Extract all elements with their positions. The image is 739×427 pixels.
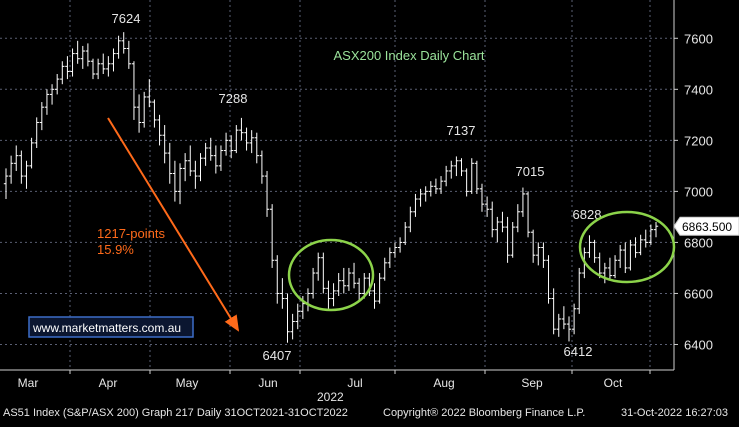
x-tick-label: Mar (18, 376, 39, 390)
x-tick-label: May (176, 376, 199, 390)
x-tick-label: Sep (521, 376, 543, 390)
consolidation-ellipse-oct (578, 210, 676, 284)
x-tick-label: Aug (433, 376, 454, 390)
website-label: www.marketmatters.com.au (32, 321, 181, 335)
x-tick-label: Jul (347, 376, 362, 390)
trough-label: 6407 (263, 348, 292, 363)
peak-label: 7288 (219, 91, 248, 106)
website-box (28, 316, 194, 338)
x-tick-label: Oct (604, 376, 623, 390)
peak-label: 7015 (516, 164, 545, 179)
peak-label: 7624 (112, 11, 141, 26)
decline-points-label: 1217-points (97, 226, 165, 241)
last-price-label: 6863.500 (682, 220, 732, 234)
x-tick-label: Apr (99, 376, 118, 390)
x-tick-label: Jun (258, 376, 277, 390)
peak-label: 7137 (447, 123, 476, 138)
y-tick-label: 6800 (684, 235, 713, 250)
y-tick-label: 6600 (684, 286, 713, 301)
x-year-label: 2022 (317, 390, 344, 404)
footer-copyright: Copyright® 2022 Bloomberg Finance L.P. (383, 407, 586, 419)
last-price-tag (673, 216, 739, 236)
footer-series-info: AS51 Index (S&P/ASX 200) Graph 217 Daily… (3, 407, 348, 419)
y-tick-label: 7400 (684, 82, 713, 97)
footer-bar: AS51 Index (S&P/ASX 200) Graph 217 Daily… (0, 404, 739, 422)
footer-timestamp: 31-Oct-2022 16:27:03 (621, 407, 729, 419)
decline-arrow (107, 117, 240, 332)
y-tick-label: 7000 (684, 184, 713, 199)
decline-percent-label: 15.9% (97, 242, 134, 257)
peak-label: 6828 (573, 207, 602, 222)
chart-title: ASX200 Index Daily Chart (333, 48, 484, 63)
trough-label: 6412 (564, 344, 593, 359)
y-tick-label: 7200 (684, 133, 713, 148)
y-tick-label: 7600 (684, 31, 713, 46)
consolidation-ellipse-jul (287, 238, 375, 312)
y-tick-label: 6400 (684, 337, 713, 352)
